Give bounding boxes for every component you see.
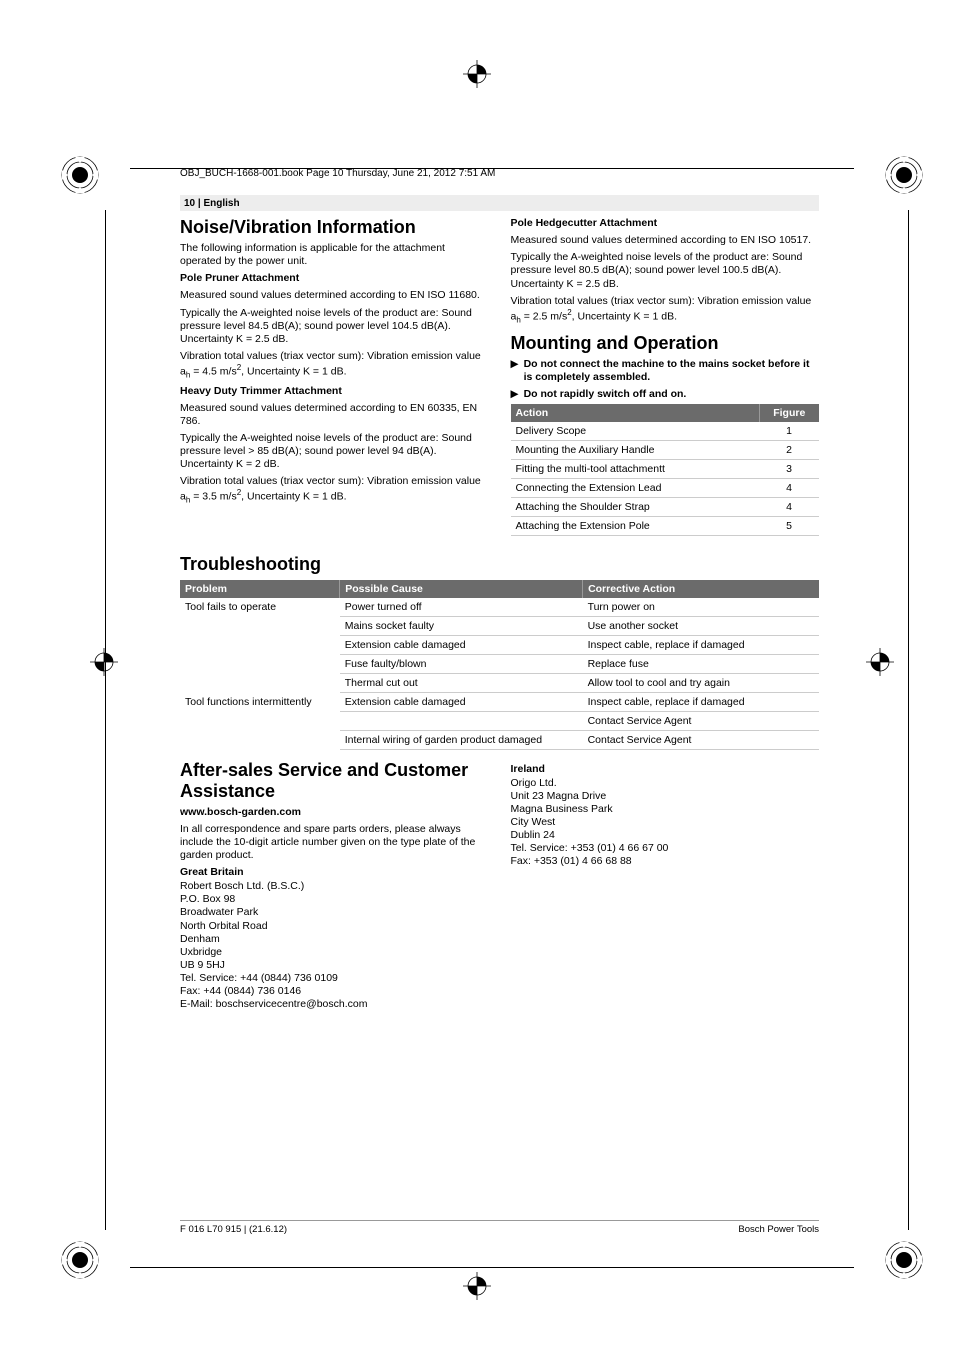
ph-l2: Typically the A-weighted noise levels of… [511, 251, 820, 290]
ts-h3: Corrective Action [583, 580, 819, 598]
hd-l1: Measured sound values determined accordi… [180, 402, 489, 428]
address-line: Fax: +353 (01) 4 66 68 88 [511, 855, 820, 868]
ph-l1: Measured sound values determined accordi… [511, 234, 820, 247]
address-line: Uxbridge [180, 946, 489, 959]
reg-rc [866, 648, 894, 676]
after-left: After-sales Service and Customer Assista… [180, 760, 489, 1012]
reg-tc [463, 60, 491, 88]
address-line: Robert Bosch Ltd. (B.S.C.) [180, 880, 489, 893]
table-row: Mounting the Auxiliary Handle2 [511, 440, 820, 459]
address-line: North Orbital Road [180, 920, 489, 933]
action-figure-table: Action Figure Delivery Scope1Mounting th… [511, 404, 820, 536]
ie-address: Origo Ltd.Unit 23 Magna DriveMagna Busin… [511, 777, 820, 869]
address-line: P.O. Box 98 [180, 893, 489, 906]
troubleshooting-table: Problem Possible Cause Corrective Action… [180, 580, 819, 750]
table-row: Internal wiring of garden product damage… [180, 730, 819, 749]
pp-l2: Typically the A-weighted noise levels of… [180, 307, 489, 346]
table-row: Extension cable damagedInspect cable, re… [180, 635, 819, 654]
after-url: www.bosch-garden.com [180, 806, 489, 819]
hd-l2: Typically the A-weighted noise levels of… [180, 432, 489, 471]
page-footer: F 016 L70 915 | (21.6.12) Bosch Power To… [180, 1220, 819, 1235]
after-right: Ireland Origo Ltd.Unit 23 Magna DriveMag… [511, 760, 820, 1012]
hd-l3: Vibration total values (triax vector sum… [180, 475, 489, 506]
address-line: Broadwater Park [180, 906, 489, 919]
address-line: Dublin 24 [511, 829, 820, 842]
gb-address: Robert Bosch Ltd. (B.S.C.)P.O. Box 98Bro… [180, 880, 489, 1011]
pp-l1: Measured sound values determined accordi… [180, 289, 489, 302]
address-line: Origo Ltd. [511, 777, 820, 790]
meta-line: OBJ_BUCH-1668-001.book Page 10 Thursday,… [180, 168, 495, 179]
table-row: Delivery Scope1 [511, 422, 820, 441]
footer-left: F 016 L70 915 | (21.6.12) [180, 1224, 287, 1235]
address-line: E-Mail: boschservicecentre@bosch.com [180, 998, 489, 1011]
table-row: Fitting the multi-tool attachmentt3 [511, 459, 820, 478]
ph-title: Pole Hedgecutter Attachment [511, 217, 820, 230]
hd-title: Heavy Duty Trimmer Attachment [180, 385, 489, 398]
ie-heading: Ireland [511, 763, 820, 775]
left-col: Noise/Vibration Information The followin… [180, 217, 489, 536]
crop-line-right [908, 210, 909, 1230]
noise-intro: The following information is applicable … [180, 242, 489, 268]
table-row: Attaching the Extension Pole5 [511, 516, 820, 535]
bullet-1: ▶Do not connect the machine to the mains… [511, 358, 820, 384]
table-row: Connecting the Extension Lead4 [511, 478, 820, 497]
reg-lc [90, 648, 118, 676]
page-lang: English [203, 198, 239, 209]
right-col: Pole Hedgecutter Attachment Measured sou… [511, 217, 820, 536]
page: OBJ_BUCH-1668-001.book Page 10 Thursday,… [0, 0, 954, 1350]
reg-bc [463, 1272, 491, 1300]
gb-heading: Great Britain [180, 866, 489, 878]
table-row: Mains socket faultyUse another socket [180, 616, 819, 635]
crop-line-left [105, 210, 106, 1230]
page-header: 10 | English [180, 195, 819, 211]
af-h2: Figure [759, 404, 819, 422]
heading-mounting: Mounting and Operation [511, 333, 820, 354]
address-line: City West [511, 816, 820, 829]
content-area: OBJ_BUCH-1668-001.book Page 10 Thursday,… [180, 195, 819, 1011]
address-line: Magna Business Park [511, 803, 820, 816]
table-row: Attaching the Shoulder Strap4 [511, 497, 820, 516]
ph-l3: Vibration total values (triax vector sum… [511, 295, 820, 326]
reg-tl [60, 155, 100, 195]
table-row: Fuse faulty/blownReplace fuse [180, 654, 819, 673]
triangle-icon: ▶ [511, 358, 519, 384]
reg-bl [60, 1240, 100, 1280]
heading-troubleshooting: Troubleshooting [180, 554, 819, 575]
heading-noise: Noise/Vibration Information [180, 217, 489, 238]
crop-line-bottom [130, 1267, 854, 1268]
reg-tr [884, 155, 924, 195]
table-row: Tool functions intermittentlyExtension c… [180, 692, 819, 711]
footer-right: Bosch Power Tools [738, 1224, 819, 1235]
page-number: 10 [184, 198, 195, 209]
after-p: In all correspondence and spare parts or… [180, 823, 489, 862]
reg-br [884, 1240, 924, 1280]
table-row: Tool fails to operatePower turned offTur… [180, 598, 819, 617]
top-columns: Noise/Vibration Information The followin… [180, 217, 819, 536]
af-h1: Action [511, 404, 760, 422]
ts-h1: Problem [180, 580, 340, 598]
pp-l3: Vibration total values (triax vector sum… [180, 350, 489, 381]
after-columns: After-sales Service and Customer Assista… [180, 760, 819, 1012]
pp-title: Pole Pruner Attachment [180, 272, 489, 285]
ts-h2: Possible Cause [340, 580, 583, 598]
header-sep: | [195, 198, 203, 209]
table-row: Contact Service Agent [180, 711, 819, 730]
address-line: Tel. Service: +353 (01) 4 66 67 00 [511, 842, 820, 855]
address-line: Denham [180, 933, 489, 946]
address-line: Fax: +44 (0844) 736 0146 [180, 985, 489, 998]
address-line: Unit 23 Magna Drive [511, 790, 820, 803]
table-row: Thermal cut outAllow tool to cool and tr… [180, 673, 819, 692]
address-line: Tel. Service: +44 (0844) 736 0109 [180, 972, 489, 985]
triangle-icon: ▶ [511, 388, 519, 401]
address-line: UB 9 5HJ [180, 959, 489, 972]
bullet-2: ▶Do not rapidly switch off and on. [511, 388, 820, 401]
heading-after: After-sales Service and Customer Assista… [180, 760, 489, 802]
